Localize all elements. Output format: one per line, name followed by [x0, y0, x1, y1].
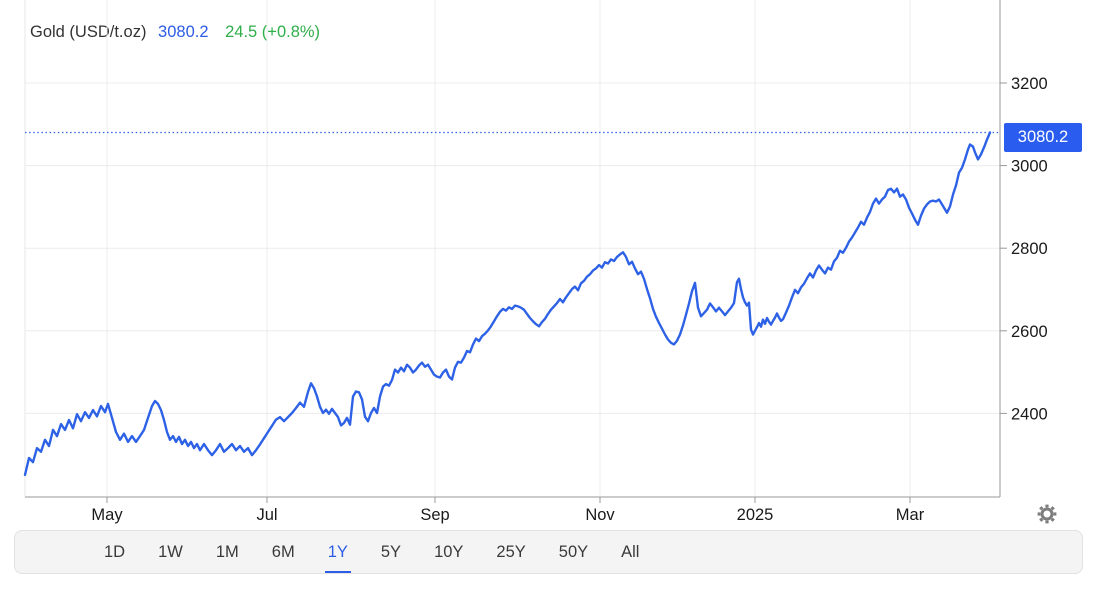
settings-gear-icon[interactable]	[1037, 504, 1057, 524]
chart-header: Gold (USD/t.oz) 3080.2 24.5 (+0.8%)	[30, 23, 320, 42]
range-button-1m[interactable]: 1M	[215, 542, 239, 561]
range-button-5y[interactable]: 5Y	[380, 542, 402, 561]
instrument-title: Gold (USD/t.oz)	[30, 23, 147, 41]
price-change-text: 24.5 (+0.8%)	[225, 23, 321, 41]
x-axis-label: Jul	[256, 506, 277, 524]
y-axis-label: 2800	[1011, 240, 1048, 258]
range-button-all[interactable]: All	[621, 542, 640, 561]
range-button-25y[interactable]: 25Y	[496, 542, 526, 561]
y-axis-label: 2600	[1011, 323, 1048, 341]
range-button-1d[interactable]: 1D	[104, 542, 126, 561]
range-button-1w[interactable]: 1W	[158, 542, 183, 561]
price-series-line	[23, 131, 992, 477]
range-toolbar: 1D 1W 1M 6M 1Y 5Y 10Y 25Y 50Y All	[14, 530, 1083, 574]
x-axis-label: Mar	[896, 506, 925, 524]
range-button-10y[interactable]: 10Y	[434, 542, 464, 561]
range-button-6m[interactable]: 6M	[271, 542, 295, 561]
x-axis-label: Nov	[585, 506, 615, 524]
x-axis-label: Sep	[420, 506, 449, 524]
range-button-50y[interactable]: 50Y	[558, 542, 589, 561]
current-price-badge: 3080.2	[1004, 123, 1082, 153]
range-button-1y[interactable]: 1Y	[324, 531, 351, 573]
y-axis-label: 3200	[1011, 75, 1048, 93]
x-axis-label: 2025	[737, 506, 774, 524]
y-axis-label: 3000	[1011, 158, 1048, 176]
y-axis-label: 2400	[1011, 405, 1048, 423]
last-price-text: 3080.2	[158, 23, 209, 41]
x-axis-label: May	[91, 506, 123, 524]
